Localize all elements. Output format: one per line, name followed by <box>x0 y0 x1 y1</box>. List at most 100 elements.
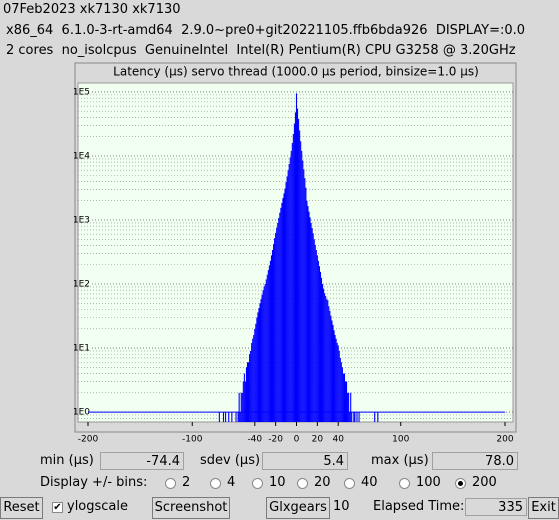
bins-radio[interactable] <box>297 478 308 489</box>
bins-radio[interactable] <box>455 478 466 489</box>
x-tick-label: -100 <box>182 435 203 445</box>
bins-radio[interactable] <box>210 478 221 489</box>
bar <box>244 381 246 422</box>
bins-radio[interactable] <box>399 478 410 489</box>
bar <box>249 354 251 422</box>
bar <box>279 212 281 422</box>
bar <box>317 260 319 422</box>
stat-value: 78.0 <box>432 452 518 470</box>
bar <box>377 412 379 422</box>
bar <box>347 392 349 422</box>
x-tick-label: -40 <box>247 435 262 445</box>
reset-button[interactable]: Reset <box>0 497 43 519</box>
header-line: x86_64 6.1.0-3-rt-amd64 2.9.0~pre0+git20… <box>6 23 526 38</box>
bar <box>351 412 353 422</box>
screenshot-button[interactable]: Screenshot <box>152 497 230 519</box>
bar <box>293 123 295 422</box>
bar <box>349 412 351 422</box>
bins-radio[interactable] <box>252 478 263 489</box>
bar <box>332 324 334 422</box>
bar <box>296 108 299 422</box>
bar <box>267 270 269 422</box>
bar <box>308 211 310 422</box>
bar <box>341 367 343 422</box>
bar <box>253 334 255 422</box>
bar <box>345 381 348 422</box>
bins-label: Display +/- bins: <box>40 475 148 490</box>
bar <box>289 157 291 423</box>
bar <box>231 412 233 422</box>
stat-label: max (µs) <box>371 453 429 468</box>
bar <box>268 265 270 422</box>
bar <box>305 187 307 422</box>
bar <box>312 233 314 422</box>
bar <box>288 163 290 422</box>
bar <box>285 182 287 422</box>
bar <box>260 299 262 422</box>
ylogscale-checkbox[interactable]: ✔ <box>52 502 63 513</box>
bar <box>257 312 259 422</box>
bar <box>271 250 274 422</box>
bar <box>307 206 309 422</box>
bar <box>278 217 280 422</box>
bar <box>342 373 344 422</box>
y-tick-label: 1E3 <box>73 216 90 226</box>
bar <box>222 412 225 422</box>
bar <box>328 306 330 422</box>
bar <box>302 160 304 422</box>
bar <box>318 266 320 422</box>
chart: Latency (µs) servo thread (1000.0 µs per… <box>73 62 517 445</box>
stat-label: min (µs) <box>40 453 94 468</box>
stat-value: -74.4 <box>100 452 184 470</box>
bar <box>238 392 240 422</box>
bar <box>275 232 277 422</box>
bar <box>237 412 239 422</box>
bar <box>322 284 324 422</box>
bins-option: 4 <box>227 475 236 490</box>
bar <box>255 323 257 422</box>
bar <box>331 320 333 422</box>
ylogscale-label: ylogscale <box>67 499 129 514</box>
bar <box>374 412 376 422</box>
bar <box>315 250 317 422</box>
bar <box>265 279 267 422</box>
bar <box>235 412 237 422</box>
bar <box>350 392 352 422</box>
bar <box>316 255 318 422</box>
glxgears-button[interactable]: Glxgears <box>266 497 330 519</box>
bins-option: 100 <box>416 475 441 490</box>
exit-button[interactable]: Exit <box>528 497 559 519</box>
bar <box>239 412 241 422</box>
bar <box>264 284 266 422</box>
bar <box>277 222 279 422</box>
y-tick-label: 1E1 <box>73 344 90 354</box>
bar <box>327 300 329 422</box>
stat-value: 5.4 <box>262 452 348 470</box>
bar <box>261 294 263 422</box>
bar <box>348 392 350 422</box>
bar <box>228 412 230 422</box>
bar <box>266 274 268 422</box>
y-tick-label: 1E5 <box>73 87 90 97</box>
bar <box>259 303 261 422</box>
bins-radio[interactable] <box>165 478 176 489</box>
elapsed-label: Elapsed Time: <box>373 499 465 514</box>
bar <box>250 350 252 422</box>
stat-label: sdev (µs) <box>200 453 261 468</box>
x-tick-label: 100 <box>392 435 409 445</box>
bins-option: 20 <box>314 475 331 490</box>
bar <box>284 188 286 422</box>
bar <box>282 198 284 422</box>
bar <box>325 296 327 422</box>
bins-option: 40 <box>361 475 378 490</box>
bar <box>310 222 312 422</box>
bins-radio[interactable] <box>344 478 355 489</box>
bar <box>319 271 322 422</box>
chart-title: Latency (µs) servo thread (1000.0 µs per… <box>113 65 479 79</box>
bar <box>258 308 260 422</box>
y-tick-label: 1E2 <box>73 280 90 290</box>
bar <box>247 362 250 422</box>
x-tick-label: 40 <box>332 435 344 445</box>
bar <box>286 176 288 422</box>
bar <box>333 330 335 422</box>
